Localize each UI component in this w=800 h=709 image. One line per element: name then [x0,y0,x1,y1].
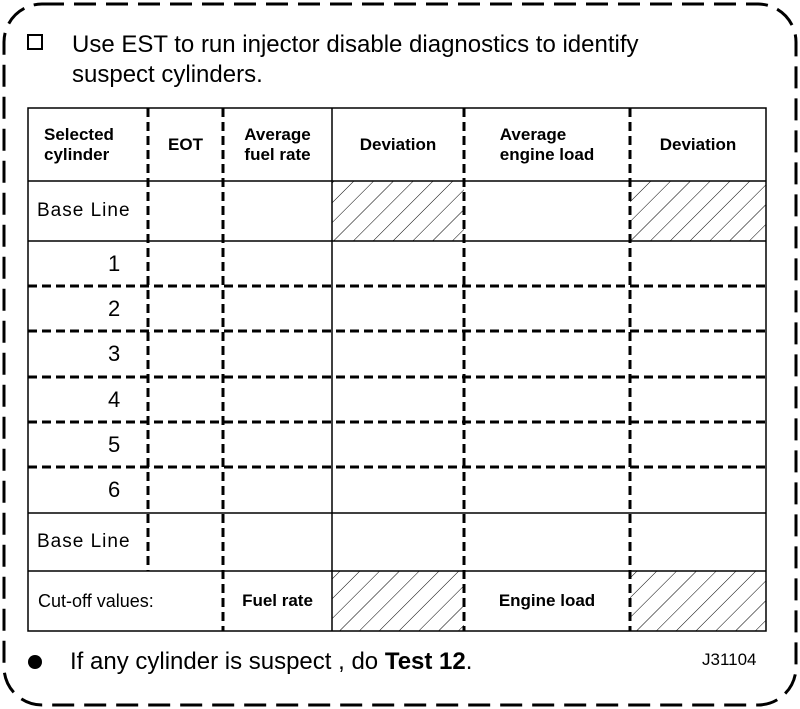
row-label-cylinder-2: 2 [108,295,121,321]
header-average-engine-load: Average engine load [464,108,630,181]
hatch-cutoff-fuel [332,571,464,631]
note-suffix: . [465,648,473,675]
instruction-line-2: suspect cylinders. [72,61,263,88]
row-label-cylinder-3: 3 [108,341,121,366]
hatch-deviation-2-baseline [630,181,766,241]
note-test-reference[interactable]: Test 12 [384,648,466,675]
cutoff-fuel-rate-label: Fuel rate [242,591,313,610]
cutoff-engine-load-label: Engine load [498,591,596,610]
reference-code: J31104 [702,650,757,669]
header-average-fuel-rate-line-2: fuel rate [244,144,311,164]
instruction-text: Use EST to run injector disable diagnost… [72,30,772,90]
hatch-cutoff-load [630,571,766,631]
cutoff-values-label: Cut-off values: [38,590,154,611]
header-deviation-2: Deviation [630,108,766,181]
header-average-engine-load-line-1: Average [499,124,567,144]
row-label-cylinder-6: 6 [108,477,121,502]
bullet-icon [28,655,42,669]
header-average-engine-load-line-2: engine load [499,144,595,164]
row-label-cylinder-1: 1 [108,250,121,276]
hatch-deviation-1-baseline [332,181,464,241]
header-deviation-1: Deviation [332,108,464,181]
note-prefix: If any cylinder is suspect , do [70,648,385,675]
row-label-cylinder-5: 5 [108,431,121,457]
header-eot: EOT [148,108,223,181]
header-deviation-1-label: Deviation [359,134,437,154]
instruction-line-1: Use EST to run injector disable diagnost… [72,31,639,58]
note-text: If any cylinder is suspect , do Test 12. [70,647,472,677]
checkbox[interactable] [27,34,43,50]
row-label-cylinder-4: 4 [108,386,121,412]
header-selected-cylinder: Selected cylinder [28,108,148,181]
header-selected-cylinder-line-1: Selected [44,124,114,144]
header-deviation-2-label: Deviation [659,134,737,154]
row-label-base-line-bottom: Base Line [37,531,131,552]
header-eot-label: EOT [168,134,203,154]
header-selected-cylinder-line-2: cylinder [44,144,110,164]
header-average-fuel-rate-line-1: Average [244,124,311,144]
header-average-fuel-rate: Average fuel rate [223,108,332,181]
row-label-base-line-top: Base Line [37,200,131,221]
